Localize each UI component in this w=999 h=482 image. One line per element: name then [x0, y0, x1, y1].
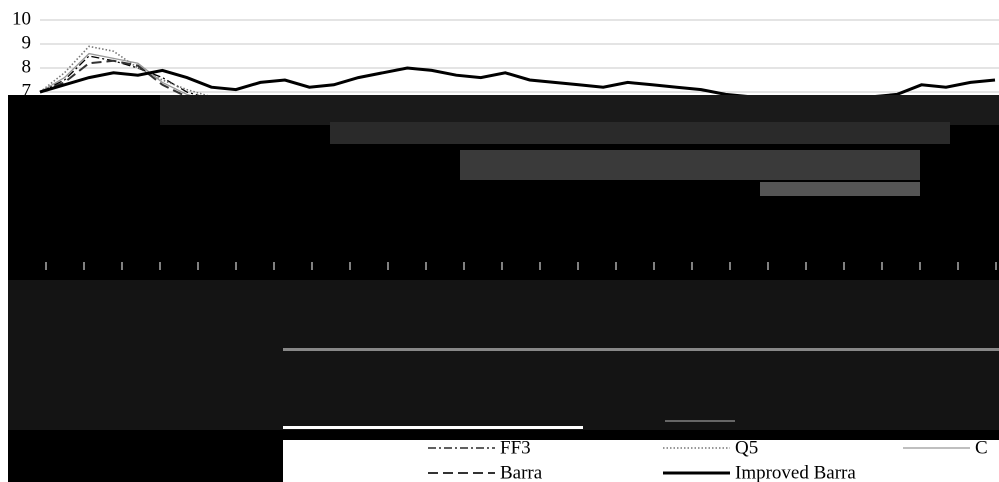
glitch-block: [8, 440, 283, 482]
x-axis: [45, 262, 997, 270]
legend: FF3 Q5 C Barra Improved Barra: [428, 437, 988, 482]
y-tick-label: 7: [22, 80, 32, 101]
glitch-streak: [665, 420, 735, 422]
glitch-streak: [460, 150, 920, 180]
y-tick-label: 8: [22, 56, 32, 77]
legend-label: Improved Barra: [735, 462, 856, 482]
y-tick-label: 10: [12, 8, 31, 29]
glitch-streak: [283, 348, 999, 351]
grid: 7 8 9 10: [12, 8, 999, 101]
glitch-overlay: [8, 95, 999, 482]
glitch-streak: [330, 122, 950, 144]
legend-label: Q5: [735, 437, 758, 458]
legend-label: Barra: [500, 462, 543, 482]
y-tick-label: 9: [22, 32, 32, 53]
legend-label: C: [975, 437, 988, 458]
glitch-streak: [283, 426, 583, 429]
legend-label: FF3: [500, 437, 531, 458]
glitch-streak: [8, 280, 999, 430]
glitch-streak: [760, 182, 920, 196]
glitch-streak: [160, 95, 999, 125]
